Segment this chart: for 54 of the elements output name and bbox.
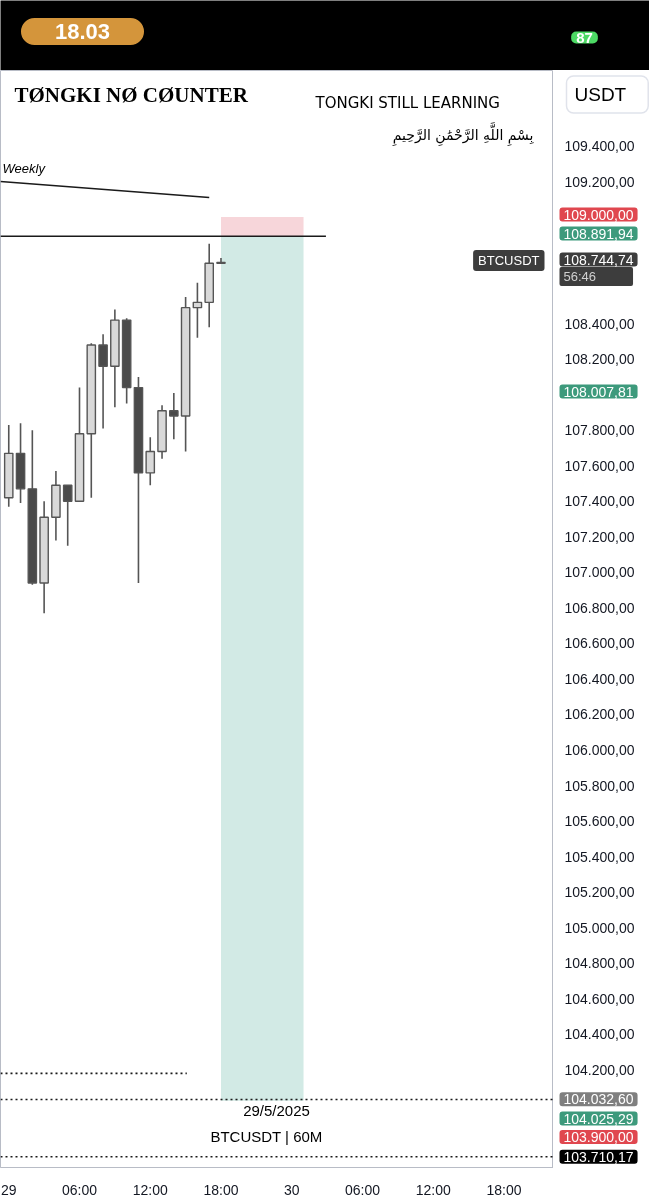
candlestick bbox=[145, 436, 156, 487]
x-tick-label: 18:00 bbox=[486, 1181, 522, 1198]
y-tick-label: 107.200,00 bbox=[564, 528, 635, 545]
annotation: TONGKI STILL LEARNING bbox=[314, 93, 500, 112]
y-tick-label: 105.000,00 bbox=[564, 919, 635, 936]
x-tick-label: 30 bbox=[283, 1181, 300, 1198]
annotation: بِسْمِ اللَّهِ الرَّحْمَٰنِ الرَّحِيمِ bbox=[391, 122, 535, 146]
text: 108.744,74 bbox=[563, 251, 634, 268]
y-tick-label: 108.400,00 bbox=[564, 315, 635, 332]
annotation: 29/5/2025 bbox=[243, 1102, 310, 1119]
x-tick-label: 29 bbox=[0, 1181, 17, 1198]
text: 108.891,94 bbox=[563, 225, 634, 242]
y-tick-label: 105.800,00 bbox=[564, 777, 635, 794]
text: 104.025,29 bbox=[563, 1110, 634, 1127]
y-tick-label: 109.400,00 bbox=[564, 138, 635, 154]
series-label: Weekly bbox=[2, 160, 47, 176]
ref-line-label: 104.032,60 bbox=[563, 1091, 634, 1108]
y-tick-label: 108.200,00 bbox=[564, 351, 635, 368]
y-tick-label: 106.200,00 bbox=[564, 706, 635, 723]
text: 109.000,00 bbox=[563, 206, 634, 223]
y-tick-label: 107.000,00 bbox=[564, 564, 635, 581]
ref-line-label: 103.710,17 bbox=[563, 1148, 634, 1165]
x-tick-label: 12:00 bbox=[415, 1181, 451, 1198]
x-tick-label: 18:00 bbox=[203, 1181, 239, 1198]
y-axis-title: USDT bbox=[574, 84, 627, 105]
y-tick-label: 105.600,00 bbox=[564, 813, 635, 830]
y-tick-label: 106.600,00 bbox=[564, 635, 635, 652]
y-tick-label: 104.800,00 bbox=[564, 955, 635, 972]
y-tick-label: 107.600,00 bbox=[564, 457, 635, 474]
text: 18.03 bbox=[54, 19, 111, 44]
y-tick-label: 107.800,00 bbox=[564, 422, 635, 439]
text: 87 bbox=[576, 28, 593, 46]
y-tick-label: 105.400,00 bbox=[564, 848, 635, 865]
y-tick-label: 107.400,00 bbox=[564, 493, 635, 510]
y-tick-label: 104.600,00 bbox=[564, 990, 635, 1007]
text: 56:46 bbox=[563, 269, 597, 284]
y-tick-label: 106.400,00 bbox=[564, 670, 635, 687]
x-tick-label: 06:00 bbox=[344, 1181, 381, 1198]
y-tick-label: 109.200,00 bbox=[564, 173, 635, 190]
text: 108.007,81 bbox=[563, 383, 634, 400]
annotation: BTCUSDT | 60M bbox=[210, 1128, 323, 1145]
x-tick-label: 06:00 bbox=[61, 1181, 98, 1198]
y-tick-label: 106.800,00 bbox=[564, 599, 635, 616]
candlestick bbox=[62, 484, 73, 547]
y-tick-label: 106.000,00 bbox=[564, 742, 635, 759]
text: TØNGKI NØ CØUNTER bbox=[14, 82, 249, 107]
y-tick-label: 105.200,00 bbox=[564, 884, 635, 901]
text: 103.900,00 bbox=[563, 1129, 634, 1145]
annotation: BTCUSDT bbox=[478, 253, 540, 268]
candlestick bbox=[98, 333, 108, 430]
candlestick bbox=[169, 392, 179, 440]
x-tick-label: 12:00 bbox=[132, 1181, 168, 1198]
y-tick-label: 104.200,00 bbox=[564, 1061, 635, 1078]
y-tick-label: 104.400,00 bbox=[564, 1026, 635, 1043]
